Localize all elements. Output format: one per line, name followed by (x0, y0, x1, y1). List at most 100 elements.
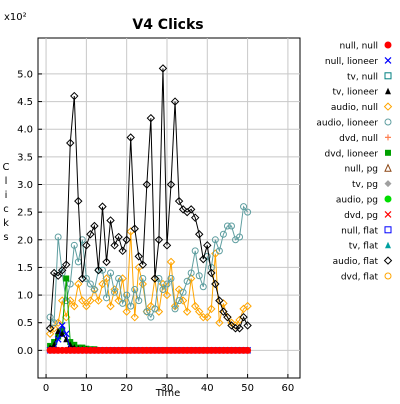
data-point (158, 64, 168, 73)
data-point (235, 324, 244, 333)
legend-label: dvd, null (339, 134, 378, 144)
chart-title: V4 Clicks (132, 17, 203, 33)
legend-marker (385, 149, 391, 156)
y-tick-label: 4.5 (17, 97, 33, 108)
data-point (110, 241, 119, 250)
series-line (49, 68, 249, 329)
legend-marker (385, 134, 391, 141)
plot-area: 0 10 20 30 40 50 60 0.0 0.5 1.0 1.5 2.0 2.5 3.0 3.5 4.0… (17, 37, 301, 394)
legend-marker (384, 180, 392, 188)
data-point (62, 330, 70, 338)
data-point (122, 307, 131, 316)
data-point (82, 301, 91, 311)
data-point (170, 97, 180, 106)
y-axis-label-letter: c (3, 204, 9, 215)
data-point (102, 257, 111, 267)
data-point (134, 252, 143, 261)
data-point (62, 260, 71, 269)
data-point (138, 279, 148, 289)
data-point (195, 307, 204, 316)
data-point (45, 324, 55, 333)
data-point (187, 269, 195, 277)
data-point (54, 335, 62, 343)
legend-label: null, lioneer (325, 57, 378, 67)
data-point (162, 241, 172, 250)
data-point (191, 247, 199, 255)
legend-label: audio, flat (333, 257, 379, 267)
y-tick-label: 5.0 (17, 69, 33, 80)
legend-label: null, null (339, 42, 378, 52)
data-point (122, 235, 131, 244)
data-point (86, 280, 94, 288)
data-point (94, 265, 103, 275)
data-point (175, 297, 183, 305)
data-point (114, 296, 123, 305)
data-point (199, 254, 208, 264)
legend-marker (383, 102, 393, 111)
data-point (130, 224, 139, 233)
data-point (219, 307, 228, 316)
data-point (211, 236, 219, 244)
data-point (207, 268, 216, 278)
data-point (54, 233, 62, 241)
data-point (139, 274, 147, 282)
data-point (111, 288, 119, 296)
x-tick-label: 60 (282, 383, 295, 394)
data-point (155, 274, 163, 282)
data-point (106, 216, 115, 225)
legend-marker (384, 118, 392, 126)
data-point (215, 318, 224, 327)
data-point (55, 333, 62, 340)
data-point (243, 301, 252, 311)
legend-marker (384, 72, 392, 80)
data-point (203, 312, 212, 322)
data-point (66, 280, 74, 288)
legend-marker (384, 56, 392, 64)
y-axis-label-letter: i (5, 190, 8, 201)
series-audio-flat (45, 64, 252, 333)
data-point (240, 203, 248, 211)
data-point (227, 321, 236, 330)
legend-label: dvd, flat (341, 273, 379, 283)
data-point (53, 271, 63, 280)
data-point (58, 322, 66, 329)
data-point (98, 202, 107, 211)
data-point (53, 318, 63, 327)
data-point (102, 274, 111, 283)
y-tick-label: 1.5 (17, 263, 33, 274)
legend-label: audio, null (331, 103, 378, 113)
legend-label: tv, lioneer (332, 88, 378, 98)
y-tick-label: 3.0 (17, 180, 33, 191)
data-point (154, 307, 164, 316)
data-point (115, 274, 123, 282)
data-point (244, 208, 252, 216)
legend-label: tv, null (347, 72, 378, 82)
legend-label: dvd, pg (344, 211, 378, 221)
data-point (138, 260, 148, 269)
data-point (78, 274, 87, 283)
data-point (186, 205, 196, 214)
data-point (171, 305, 179, 313)
data-point (66, 138, 75, 148)
data-point (86, 296, 95, 305)
data-point (135, 297, 143, 305)
data-point (70, 91, 79, 101)
data-point (103, 294, 111, 302)
data-point (174, 196, 184, 206)
data-point (118, 246, 127, 256)
data-point (46, 313, 54, 321)
data-point (150, 274, 160, 283)
y-axis-label-letter: s (3, 232, 8, 243)
data-point (203, 241, 212, 250)
legend-label: tv, flat (349, 242, 379, 252)
y-axis-label-letter: l (5, 176, 8, 187)
data-point (78, 236, 86, 244)
legend-marker (384, 163, 392, 172)
y-tick-label: 0.0 (17, 346, 33, 357)
data-point (110, 285, 119, 294)
legend-label: null, flat (341, 226, 378, 236)
legend-label: audio, pg (336, 196, 378, 206)
data-point (178, 296, 188, 305)
